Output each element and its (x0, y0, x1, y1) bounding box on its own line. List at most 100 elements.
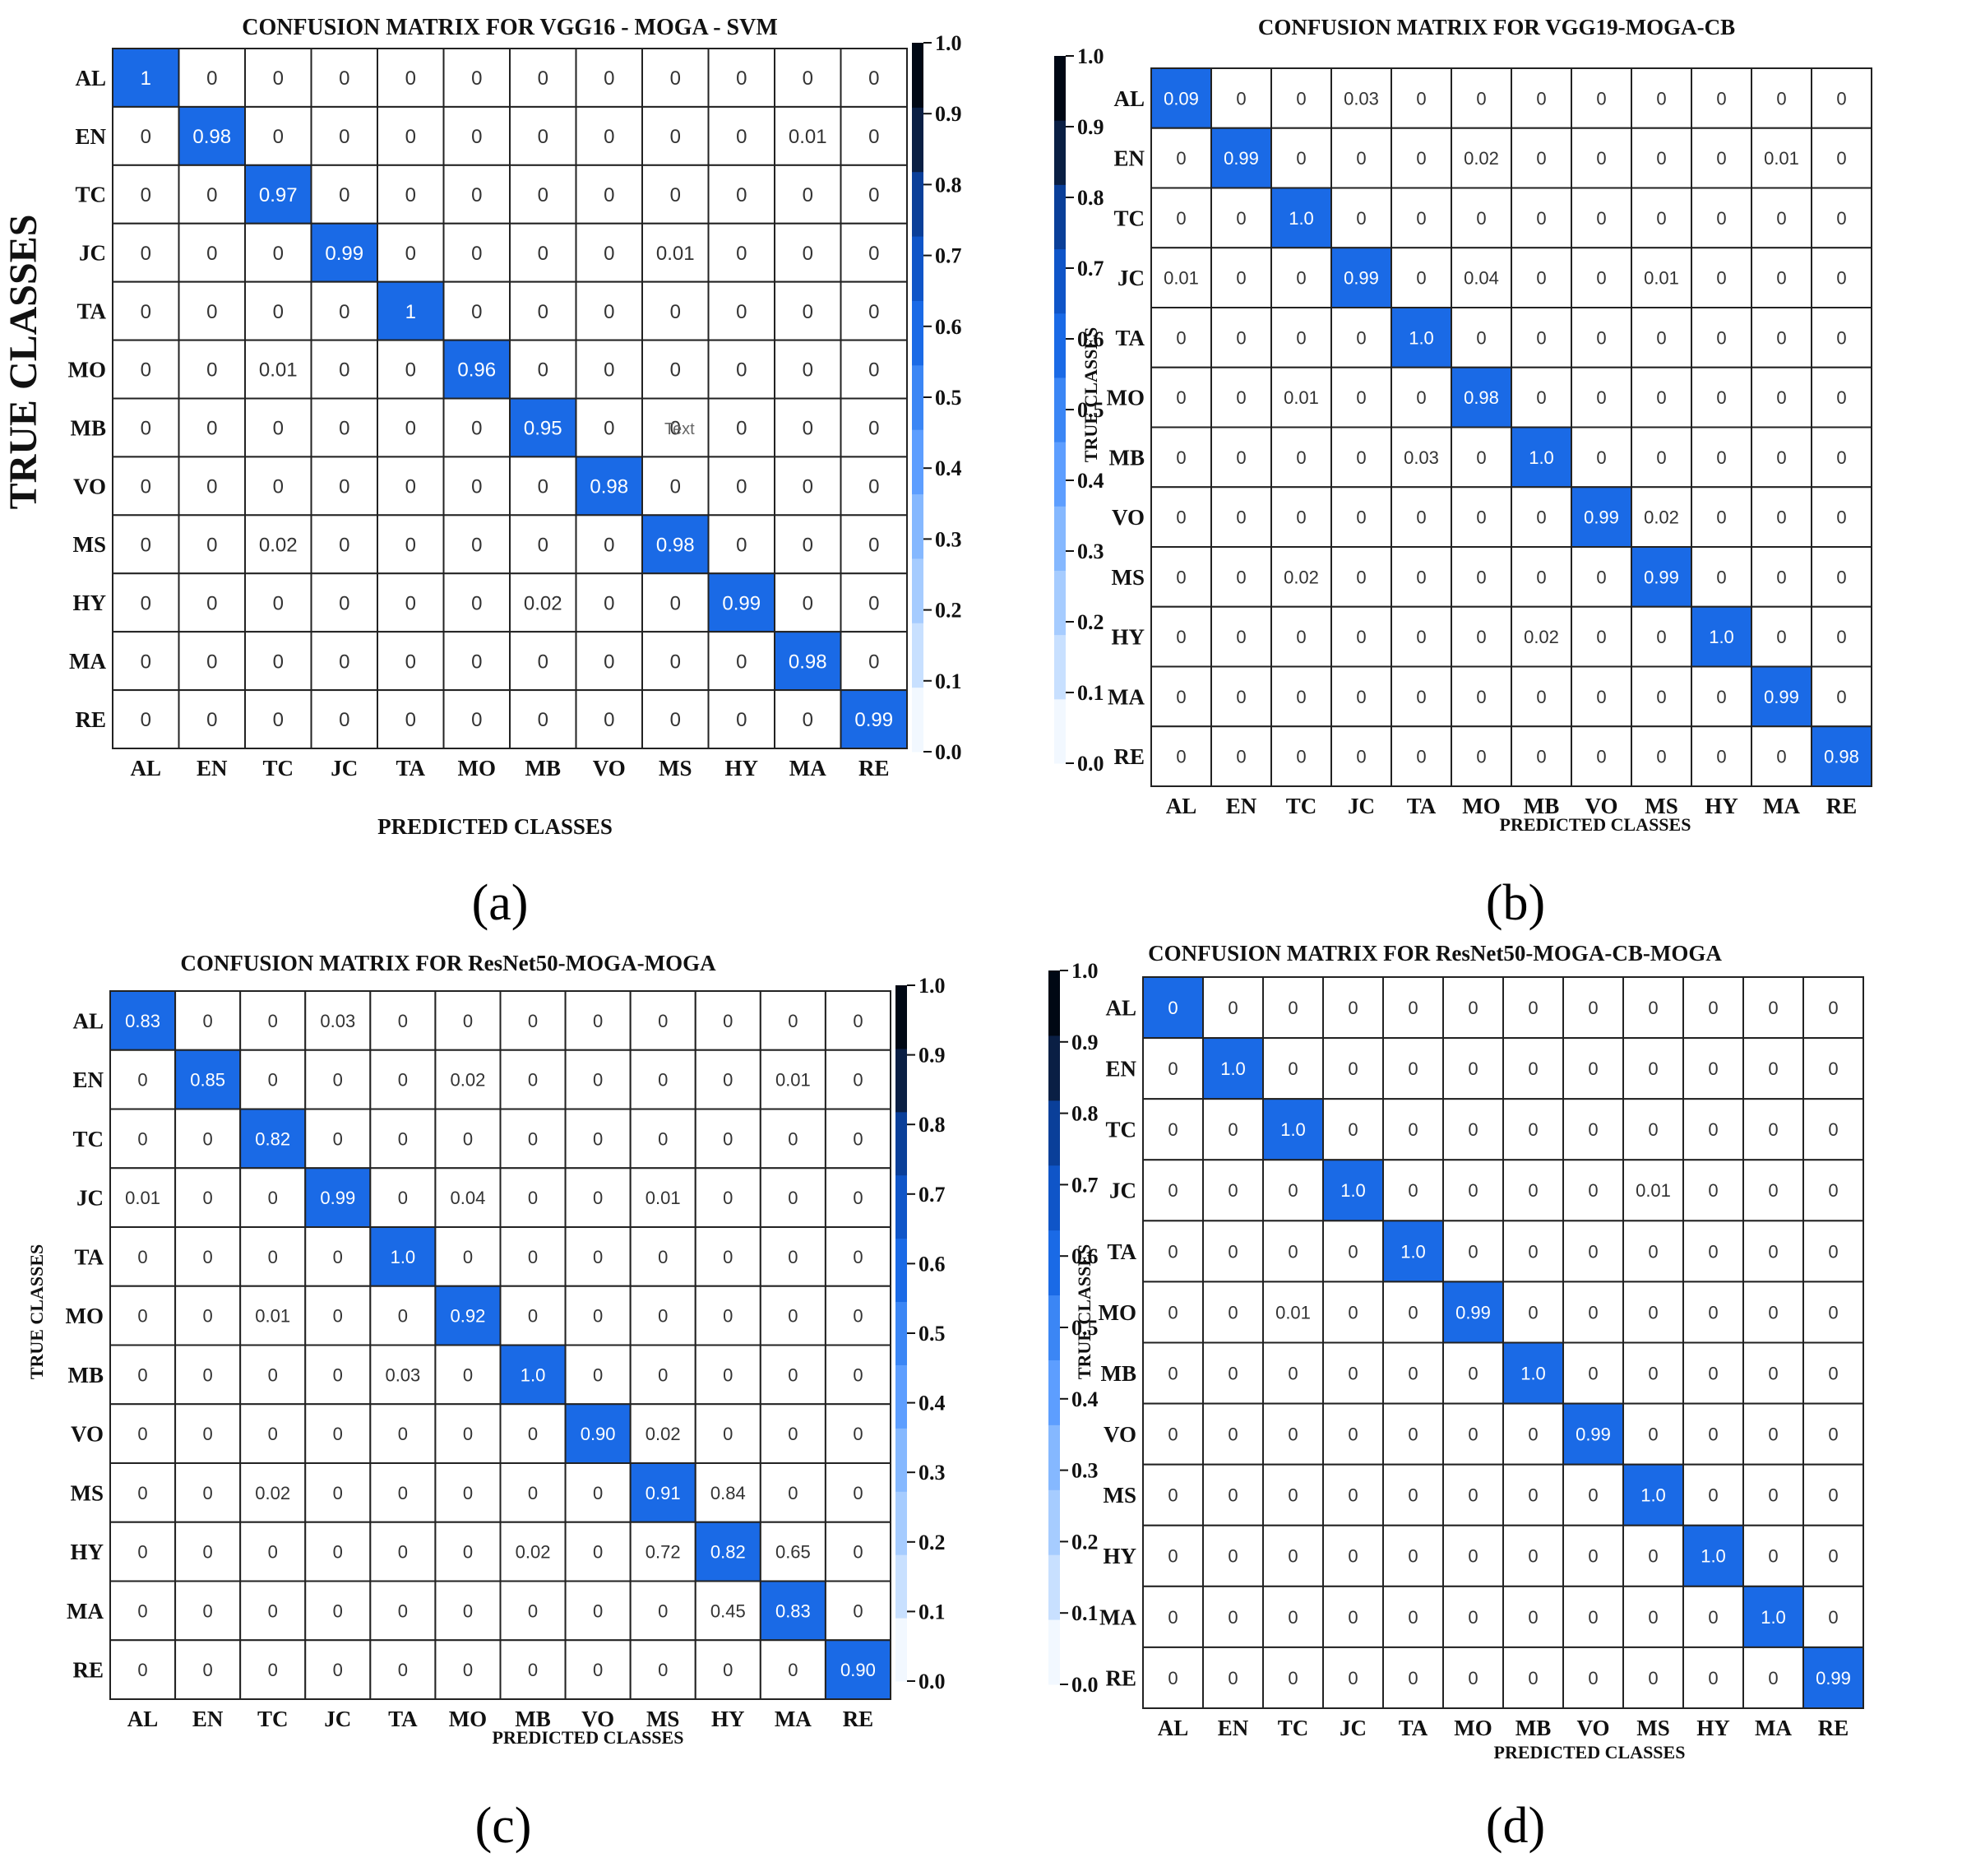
cell-value: 0 (1588, 1058, 1598, 1079)
matrix-cell (509, 397, 577, 458)
cell-value: 1.0 (1220, 1058, 1246, 1079)
cell-value: 0 (1228, 1668, 1238, 1688)
cell-value: 1.0 (1520, 1363, 1546, 1383)
cell-value: 0 (206, 418, 217, 440)
cell-value: 0.01 (775, 1070, 811, 1091)
cell-value: 0 (1708, 1119, 1718, 1140)
cell-value: 0.72 (646, 1542, 681, 1563)
cell-value: 0 (538, 184, 548, 206)
cell-value: 0 (1588, 998, 1598, 1018)
colorbar-tick-label: 0.2 (919, 1531, 946, 1554)
matrix-cell (1270, 665, 1332, 728)
matrix-cell (239, 1639, 307, 1700)
cell-value: 0 (670, 709, 681, 731)
cell-value: 0 (868, 301, 879, 323)
colorbar-segment (1048, 970, 1060, 1036)
matrix-cell (377, 164, 445, 225)
cell-value: 0 (1476, 567, 1486, 587)
cell-value: 1 (141, 67, 151, 90)
matrix-cell (824, 1462, 892, 1523)
x-tick-label: MO (458, 756, 497, 781)
cell-value: 0 (736, 359, 747, 382)
cell-value: 0 (1168, 1424, 1178, 1445)
matrix-cell (840, 48, 908, 108)
matrix-cell (509, 339, 577, 400)
cell-value: 0 (1536, 88, 1546, 109)
cell-value: 0 (1356, 208, 1366, 229)
matrix-cell (1210, 546, 1272, 608)
cell-value: 0.01 (255, 1306, 290, 1327)
cell-value: 0 (471, 418, 482, 440)
cell-value: 0 (1596, 387, 1606, 408)
cell-value: 0 (339, 301, 349, 323)
cell-value: 0 (268, 1424, 278, 1444)
y-tick-label: RE (1113, 744, 1145, 769)
cell-value: 0 (268, 1600, 278, 1621)
matrix-cell (1802, 1585, 1864, 1648)
matrix-cell (174, 1108, 242, 1170)
x-tick-label: EN (1226, 794, 1257, 818)
y-tick-label: VO (73, 474, 106, 498)
cell-value: 1.0 (1761, 1607, 1786, 1628)
cell-value: 0 (788, 1188, 798, 1208)
y-tick-label: RE (72, 1658, 104, 1683)
cell-value: 0 (1288, 1424, 1298, 1445)
matrix-cell (1442, 1646, 1504, 1709)
cell-value: 0 (604, 301, 614, 323)
matrix-cell (1502, 1037, 1564, 1100)
cell-value: 0 (1416, 268, 1426, 289)
matrix-cell (1631, 426, 1692, 489)
cell-value: 0 (1536, 327, 1546, 348)
cell-value: 0 (1348, 1241, 1358, 1262)
cell-value: 0 (670, 476, 681, 498)
matrix-cell (1622, 1037, 1684, 1100)
matrix-cell (109, 1403, 177, 1464)
cell-value: 0 (788, 1011, 798, 1031)
matrix-cell (304, 1580, 372, 1642)
cell-value: 0 (1528, 1546, 1538, 1567)
cell-value: 0 (141, 184, 151, 206)
cell-value: 0 (1356, 148, 1366, 169)
y-tick-label: EN (75, 124, 106, 149)
matrix-cell (840, 456, 908, 516)
cell-value: 0 (1588, 1180, 1598, 1201)
cell-value: 0 (1708, 1241, 1718, 1262)
cell-value: 0 (333, 1542, 343, 1563)
cell-value: 0 (273, 126, 284, 148)
cell-value: 0 (1596, 268, 1606, 289)
matrix-cell (1562, 1463, 1624, 1526)
matrix-cell (564, 1344, 632, 1406)
matrix-cell (1330, 247, 1392, 308)
matrix-cell (575, 689, 643, 749)
cell-value: 0 (1288, 1546, 1298, 1567)
cell-value: 0 (405, 359, 416, 382)
cell-value: 0 (1476, 507, 1486, 528)
cell-value: 0.01 (656, 243, 695, 265)
matrix-cell (840, 339, 908, 400)
cell-value: 0 (1588, 1607, 1598, 1628)
panel-label: (d) (1486, 1798, 1545, 1854)
cell-value: 0 (593, 1600, 603, 1621)
cell-value: 1.0 (1409, 327, 1434, 348)
cell-value: 1.0 (1289, 208, 1314, 229)
matrix-cell (434, 1639, 502, 1700)
cell-value: 0 (658, 1306, 668, 1327)
matrix-cell (442, 339, 511, 400)
cell-value: 0 (528, 1600, 538, 1621)
cell-value: 0 (1828, 1058, 1838, 1079)
cell-value: 0 (333, 1364, 343, 1385)
cell-value: 0 (273, 709, 284, 731)
matrix-cell (1451, 546, 1512, 608)
matrix-cell (499, 1580, 567, 1642)
cell-value: 0 (1408, 1607, 1418, 1628)
cell-value: 0 (1236, 208, 1246, 229)
cell-value: 1.0 (1400, 1241, 1426, 1262)
colorbar-segment (1054, 56, 1066, 121)
cell-value: 0 (538, 651, 548, 673)
cell-value: 0 (658, 1070, 668, 1091)
matrix-cell (1802, 1463, 1864, 1526)
cell-value: 0 (593, 1542, 603, 1563)
y-tick-label: VO (1104, 1422, 1136, 1447)
matrix-cell (1751, 247, 1812, 308)
matrix-cell (1691, 307, 1752, 368)
